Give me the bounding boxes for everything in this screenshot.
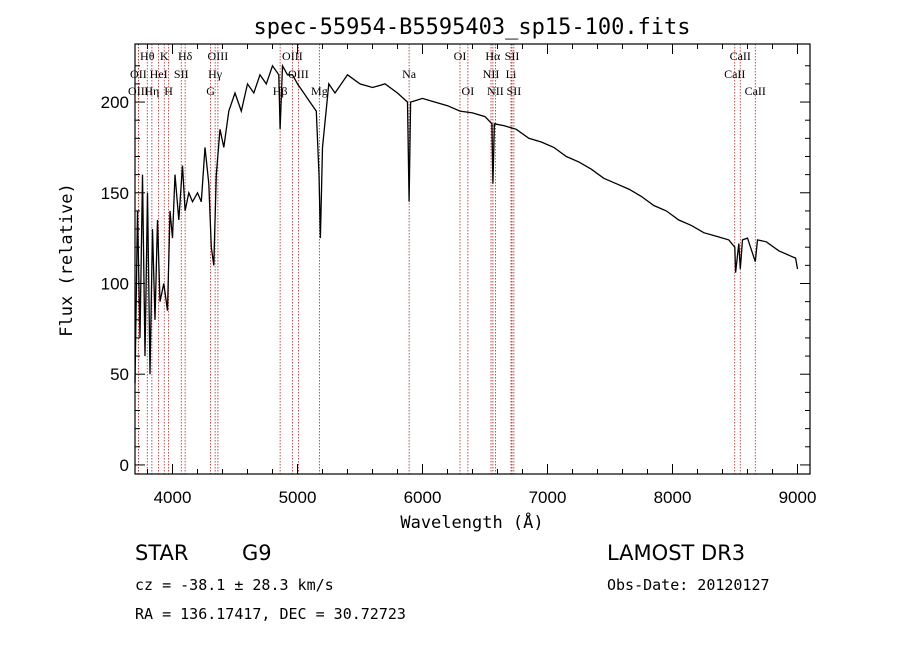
y-tick-label-50: 50 <box>110 365 129 384</box>
line-label-27: CaII <box>745 84 766 98</box>
line-label-21: NII <box>487 84 504 98</box>
line-label-14: OIII <box>288 67 309 81</box>
survey-label: LAMOST DR3 <box>607 541 745 565</box>
line-label-1: OII <box>130 67 147 81</box>
line-label-3: Hη <box>144 84 159 98</box>
cz-value: cz = -38.1 ± 28.3 km/s <box>135 576 334 594</box>
line-label-19: Hα <box>485 49 501 63</box>
x-axis-label: Wavelength (Å) <box>400 511 543 533</box>
line-label-11: G <box>206 84 215 98</box>
x-tick-label-6000: 6000 <box>404 488 442 507</box>
spectral-line-markers <box>137 44 756 474</box>
line-label-5: K <box>160 49 169 63</box>
coordinates: RA = 136.17417, DEC = 30.72723 <box>135 605 406 623</box>
line-label-12: Hβ <box>273 84 288 98</box>
x-tick-label-4000: 4000 <box>154 488 192 507</box>
x-tick-label-8000: 8000 <box>654 488 692 507</box>
line-label-9: OIII <box>208 49 229 63</box>
line-label-4: HeI <box>150 67 168 81</box>
line-label-25: CaII <box>730 49 751 63</box>
obs-date: Obs-Date: 20120127 <box>607 576 770 594</box>
y-axis-label: Flux (relative) <box>57 183 77 337</box>
class-label: STAR <box>135 541 188 565</box>
y-tick-label-200: 200 <box>101 93 129 112</box>
y-tick-label-100: 100 <box>101 274 129 293</box>
line-label-8: Hδ <box>178 49 193 63</box>
plot-frame <box>134 43 811 475</box>
line-label-20: NII <box>483 67 500 81</box>
line-label-7: SII <box>174 67 189 81</box>
line-label-24: SII <box>507 84 522 98</box>
line-label-26: CaII <box>724 67 745 81</box>
line-label-18: OI <box>462 84 475 98</box>
line-label-16: Na <box>402 67 417 81</box>
chart-title: spec-55954-B5595403_sp15-100.fits <box>253 15 690 40</box>
subclass-label: G9 <box>242 541 272 565</box>
line-label-13: OIII <box>282 49 303 63</box>
x-axis-ticks: 4000 5000 6000 7000 8000 9000 <box>147 44 817 507</box>
y-tick-label-0: 0 <box>120 456 129 475</box>
line-label-17: OI <box>454 49 467 63</box>
spectrum-series-line <box>134 63 799 384</box>
line-label-2: OIII <box>128 84 149 98</box>
y-tick-label-150: 150 <box>101 184 129 203</box>
line-label-10: Hγ <box>208 67 223 81</box>
x-tick-label-7000: 7000 <box>529 488 567 507</box>
y-axis-ticks: 0 50 100 150 200 <box>101 65 810 475</box>
line-label-22: SII <box>505 49 520 63</box>
line-label-23: Li <box>506 67 517 81</box>
line-label-6: H <box>164 84 173 98</box>
line-label-15: Mg <box>311 84 328 98</box>
line-label-0: Hθ <box>140 49 155 63</box>
x-tick-label-9000: 9000 <box>779 488 817 507</box>
x-tick-label-5000: 5000 <box>279 488 317 507</box>
